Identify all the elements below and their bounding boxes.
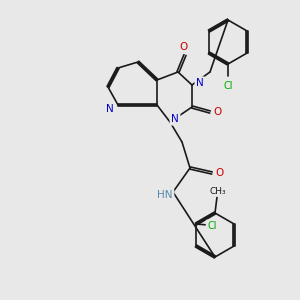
- Text: HN: HN: [157, 190, 173, 200]
- Text: O: O: [179, 42, 187, 52]
- Text: O: O: [216, 168, 224, 178]
- Text: Cl: Cl: [207, 221, 217, 231]
- Text: CH₃: CH₃: [210, 187, 226, 196]
- Text: O: O: [214, 107, 222, 117]
- Text: N: N: [196, 78, 204, 88]
- Text: Cl: Cl: [223, 81, 233, 91]
- Text: N: N: [171, 114, 179, 124]
- Text: N: N: [106, 104, 114, 114]
